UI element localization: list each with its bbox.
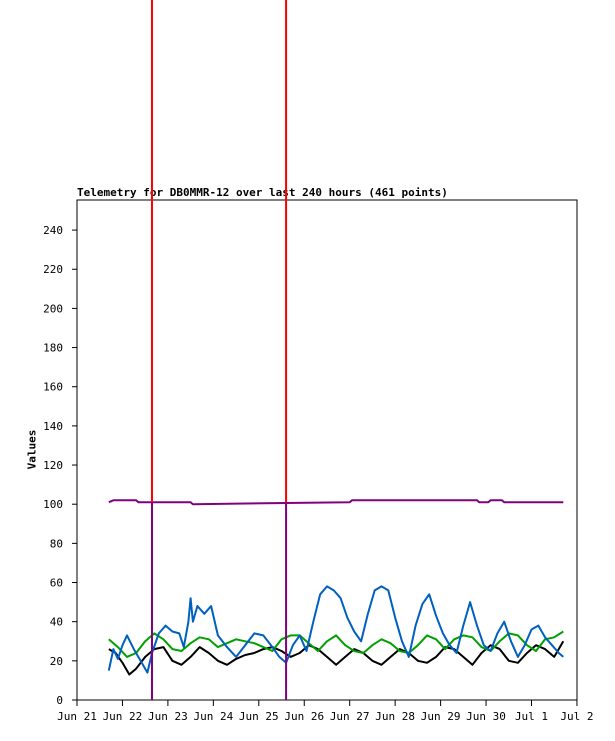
y-tick-label: 200 bbox=[43, 302, 63, 315]
x-tick-label: Jun 27 bbox=[330, 710, 370, 723]
x-tick-label: Jun 30 bbox=[466, 710, 506, 723]
series-line bbox=[108, 630, 564, 658]
y-tick-label: 60 bbox=[50, 577, 63, 590]
x-tick-label: Jun 21 bbox=[57, 710, 97, 723]
plot-frame bbox=[76, 199, 578, 701]
y-tick-label: 160 bbox=[43, 381, 63, 394]
y-tick-label: 220 bbox=[43, 263, 63, 276]
chart-title: Telemetry for DB0MMR-12 over last 240 ho… bbox=[77, 186, 448, 199]
x-tick-label: Jun 23 bbox=[148, 710, 188, 723]
x-tick-label: Jun 24 bbox=[193, 710, 233, 723]
y-tick-label: 20 bbox=[50, 655, 63, 668]
x-tick-label: Jul 2 bbox=[560, 710, 593, 723]
y-tick-label: 140 bbox=[43, 420, 63, 433]
series-line bbox=[107, 585, 564, 674]
series-line bbox=[108, 499, 564, 506]
y-tick-label: 100 bbox=[43, 498, 63, 511]
y-tick-label: 240 bbox=[43, 224, 63, 237]
x-tick-label: Jun 28 bbox=[375, 710, 415, 723]
y-tick-label: 0 bbox=[56, 694, 63, 707]
x-tick-label: Jul 1 bbox=[515, 710, 548, 723]
x-tick-label: Jun 26 bbox=[284, 710, 324, 723]
y-tick-label: 80 bbox=[50, 537, 63, 550]
y-tick-label: 120 bbox=[43, 459, 63, 472]
x-tick-label: Jun 25 bbox=[239, 710, 279, 723]
x-tick-label: Jun 29 bbox=[421, 710, 461, 723]
y-tick-label: 180 bbox=[43, 342, 63, 355]
x-tick-label: Jun 22 bbox=[103, 710, 143, 723]
y-tick-label: 40 bbox=[50, 616, 63, 629]
